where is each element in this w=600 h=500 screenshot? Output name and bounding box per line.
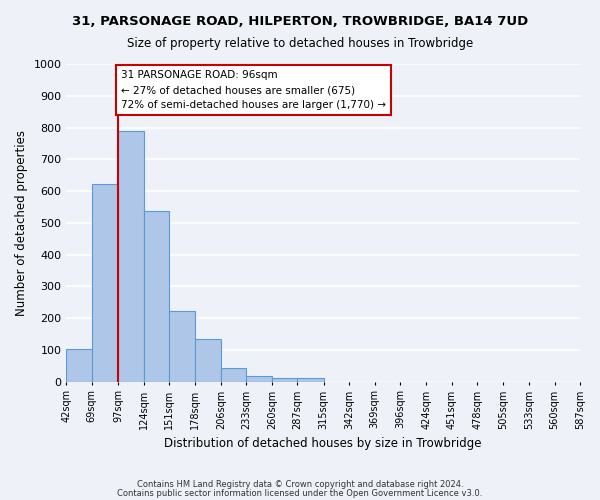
Text: 31 PARSONAGE ROAD: 96sqm
← 27% of detached houses are smaller (675)
72% of semi-: 31 PARSONAGE ROAD: 96sqm ← 27% of detach… bbox=[121, 70, 386, 110]
Bar bbox=[247, 376, 272, 382]
Bar bbox=[169, 311, 194, 382]
Bar bbox=[67, 349, 92, 382]
Text: Contains HM Land Registry data © Crown copyright and database right 2024.: Contains HM Land Registry data © Crown c… bbox=[137, 480, 463, 489]
Bar bbox=[92, 184, 118, 382]
X-axis label: Distribution of detached houses by size in Trowbridge: Distribution of detached houses by size … bbox=[164, 437, 482, 450]
Bar bbox=[272, 378, 297, 382]
Bar bbox=[143, 211, 169, 382]
Text: Size of property relative to detached houses in Trowbridge: Size of property relative to detached ho… bbox=[127, 38, 473, 51]
Bar bbox=[194, 340, 221, 382]
Bar bbox=[221, 368, 247, 382]
Bar bbox=[118, 130, 143, 382]
Bar bbox=[297, 378, 323, 382]
Text: Contains public sector information licensed under the Open Government Licence v3: Contains public sector information licen… bbox=[118, 488, 482, 498]
Y-axis label: Number of detached properties: Number of detached properties bbox=[15, 130, 28, 316]
Text: 31, PARSONAGE ROAD, HILPERTON, TROWBRIDGE, BA14 7UD: 31, PARSONAGE ROAD, HILPERTON, TROWBRIDG… bbox=[72, 15, 528, 28]
